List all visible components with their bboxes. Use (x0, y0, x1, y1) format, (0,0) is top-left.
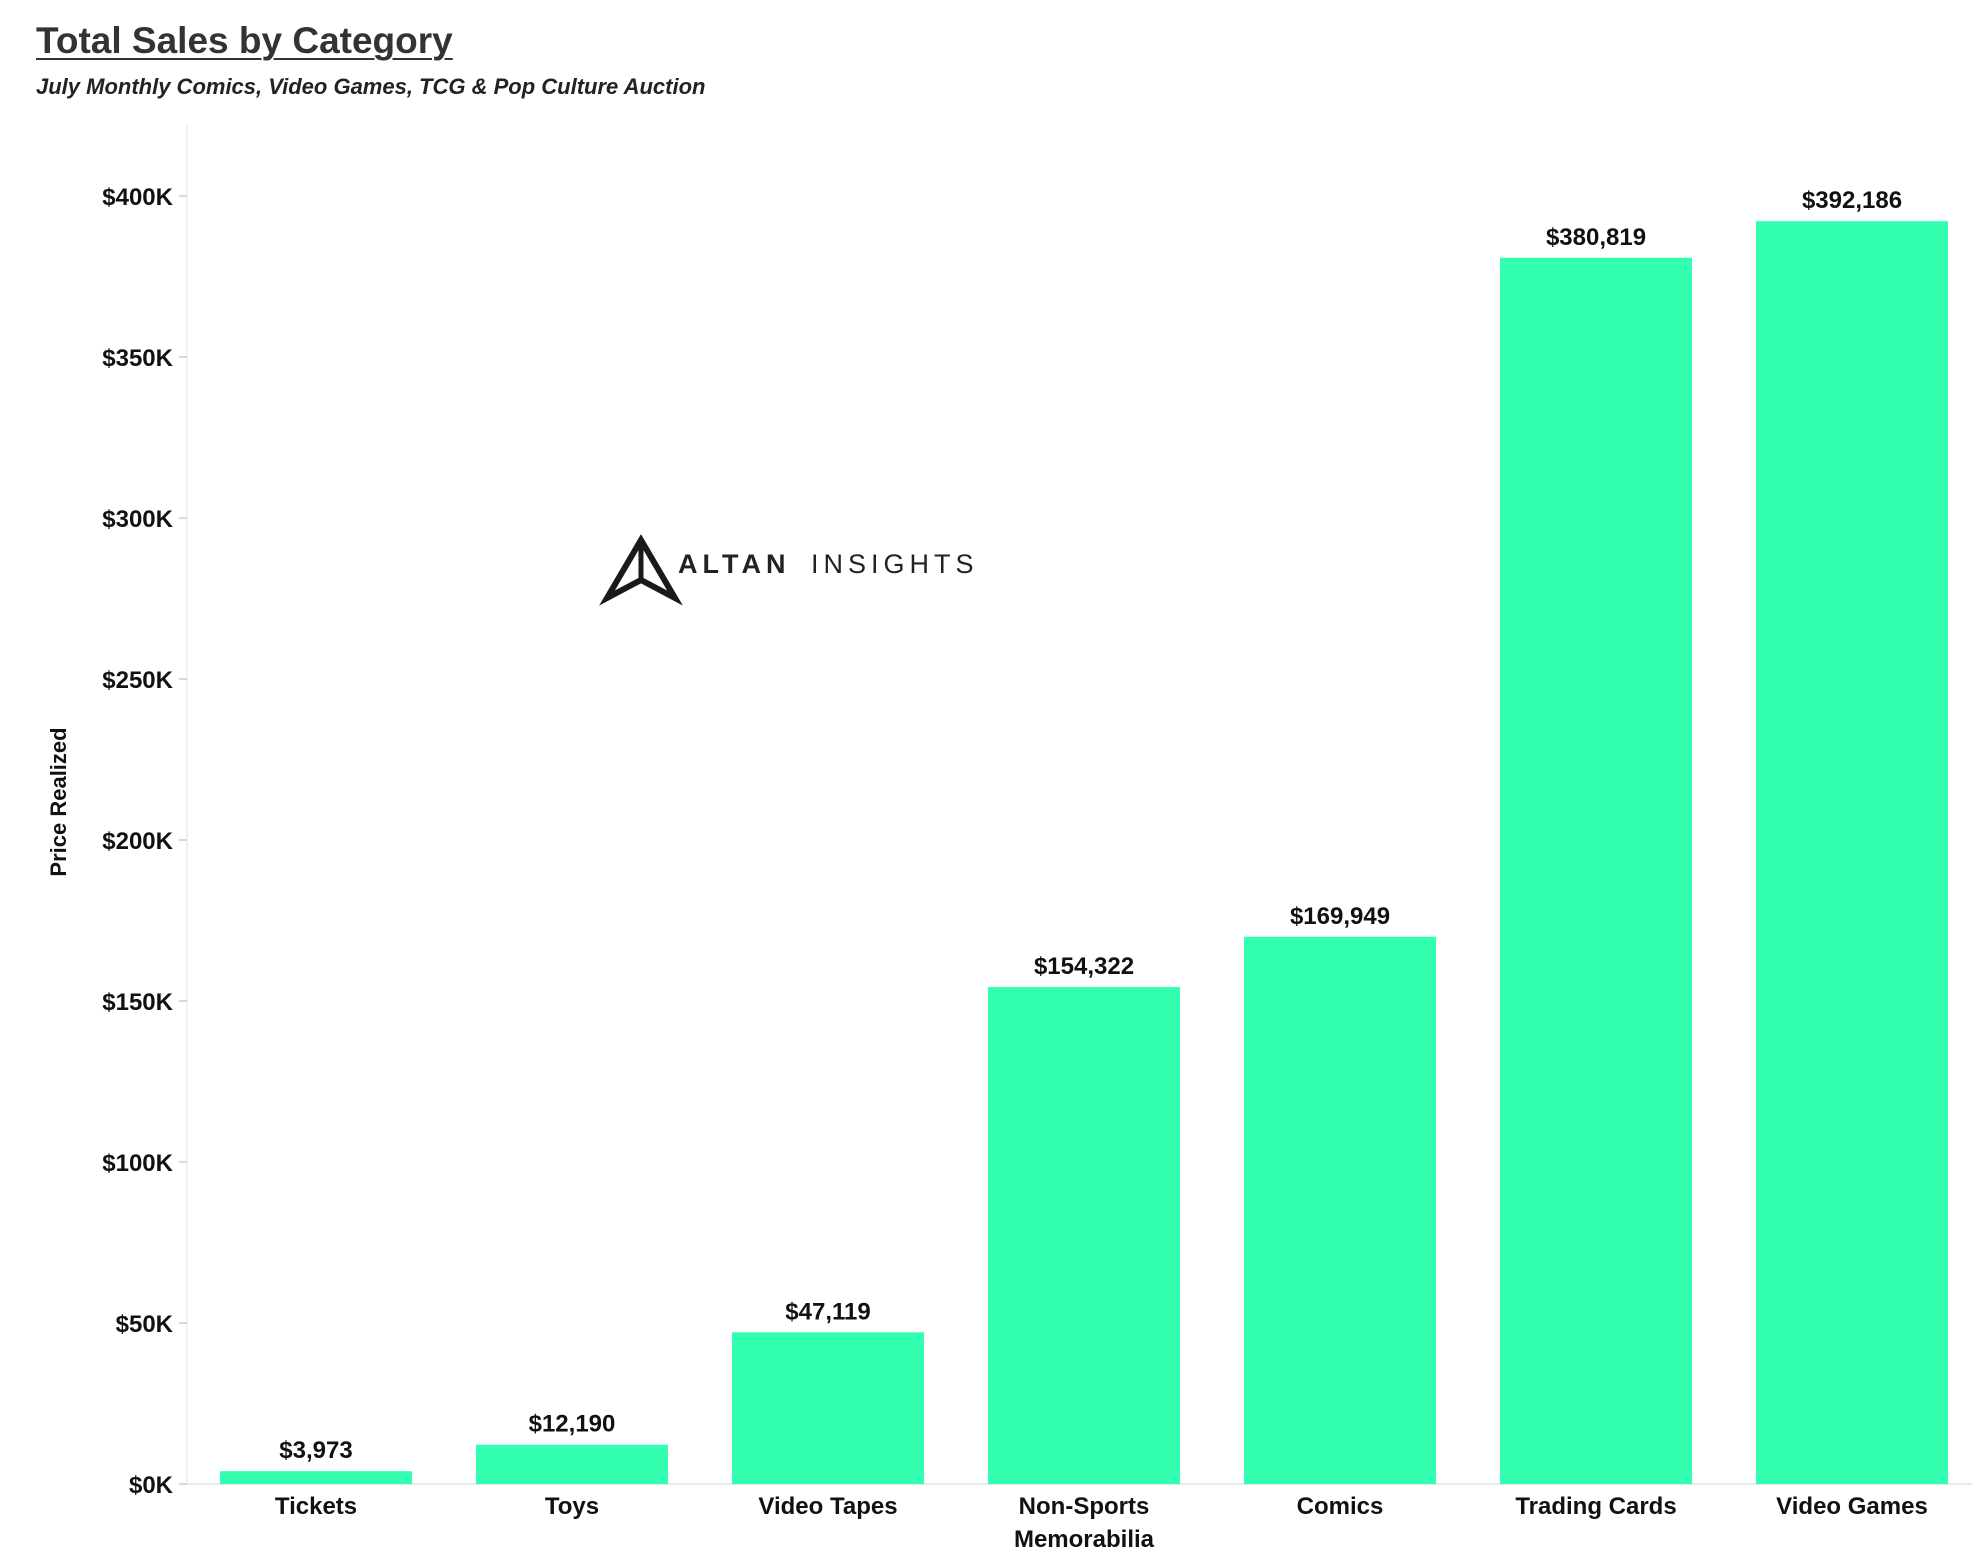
bar (988, 987, 1180, 1484)
logo-text-light: INSIGHTS (811, 549, 979, 579)
logo-text-bold: ALTAN (678, 549, 790, 579)
svg-text:ALTAN INSIGHTS: ALTAN INSIGHTS (678, 549, 979, 579)
y-tick-label: $100K (102, 1150, 173, 1177)
y-tick-label: $400K (102, 184, 173, 211)
bar (220, 1471, 412, 1484)
value-label: $3,973 (279, 1437, 352, 1464)
x-tick-label: Non-Sports Memorabilia (1014, 1493, 1155, 1553)
chart-subtitle: July Monthly Comics, Video Games, TCG & … (36, 74, 706, 99)
x-tick-label: Comics (1297, 1493, 1384, 1520)
x-axis-labels: Tickets Toys Video Tapes Non-Sports Memorabi… (275, 1493, 1928, 1553)
y-tick-label: $350K (102, 345, 173, 372)
x-tick-label: Trading Cards (1515, 1493, 1676, 1520)
bar (1756, 221, 1948, 1484)
value-label: $154,322 (1034, 953, 1134, 980)
altan-insights-logo: ALTAN INSIGHTS (599, 534, 979, 606)
y-tick-label: $200K (102, 828, 173, 855)
bars (220, 221, 1948, 1484)
x-tick-label: Tickets (275, 1493, 357, 1520)
y-tick-label: $250K (102, 667, 173, 694)
chart-title: Total Sales by Category (36, 20, 453, 61)
altan-logo-icon (599, 534, 683, 606)
y-axis-ticks: $0K $50K $100K $150K $200K $250K $300K $350K $40… (102, 184, 187, 1499)
y-tick-label: $50K (116, 1311, 174, 1338)
bar (1244, 936, 1436, 1484)
value-label: $392,186 (1802, 187, 1902, 214)
y-tick-label: $300K (102, 506, 173, 533)
y-tick-label: $150K (102, 989, 173, 1016)
value-label: $380,819 (1546, 224, 1646, 251)
y-tick-label: $0K (129, 1472, 174, 1499)
x-tick-label: Video Games (1776, 1493, 1928, 1520)
x-tick-label: Video Tapes (758, 1493, 897, 1520)
bar (1500, 257, 1692, 1484)
value-labels: $3,973 $12,190 $47,119 $154,322 $169,949 $380… (279, 187, 1902, 1464)
bar (732, 1332, 924, 1484)
x-tick-label: Toys (545, 1493, 599, 1520)
y-axis-title: Price Realized (46, 727, 71, 876)
value-label: $169,949 (1290, 903, 1390, 930)
bar (476, 1444, 668, 1484)
value-label: $47,119 (785, 1298, 870, 1325)
value-label: $12,190 (529, 1411, 616, 1438)
